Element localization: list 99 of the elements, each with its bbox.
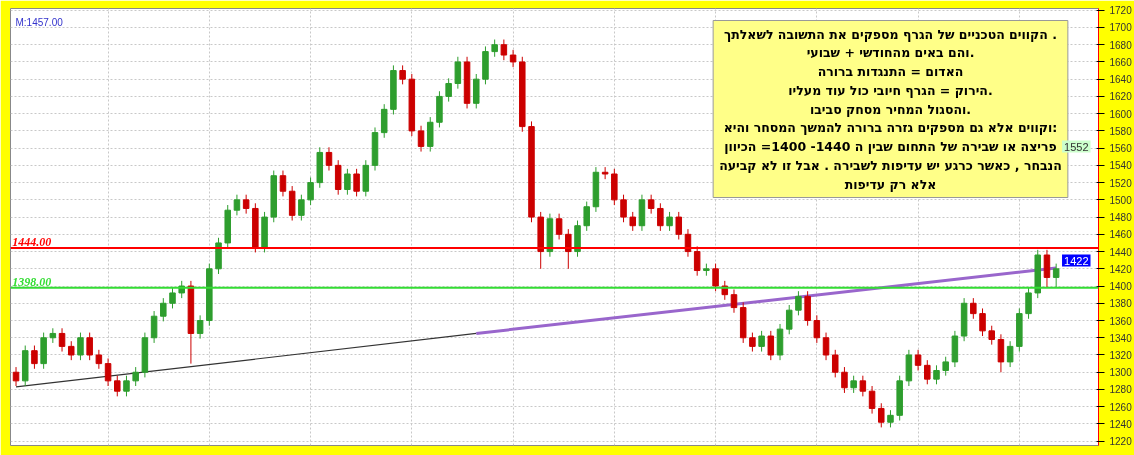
y-tick-label: 1660 bbox=[1109, 56, 1133, 68]
candlestick bbox=[730, 288, 738, 314]
candlestick bbox=[233, 194, 241, 216]
candlestick bbox=[509, 49, 517, 68]
candlestick bbox=[417, 125, 425, 153]
candlestick bbox=[629, 211, 636, 232]
candlestick bbox=[822, 332, 830, 361]
y-tick-label: 1460 bbox=[1109, 229, 1133, 241]
candlestick bbox=[675, 211, 683, 240]
candlestick bbox=[942, 356, 949, 377]
candlestick bbox=[380, 103, 388, 139]
candlestick bbox=[583, 201, 590, 232]
candlestick bbox=[169, 287, 176, 309]
y-tick-label: 1260 bbox=[1109, 401, 1133, 413]
candlestick bbox=[1043, 249, 1051, 289]
y-tick-label: 1400 bbox=[1109, 281, 1133, 293]
candlestick bbox=[114, 375, 121, 397]
y-tick-label: 1440 bbox=[1109, 246, 1133, 258]
candlestick bbox=[841, 366, 848, 394]
y-tick-label: 1480 bbox=[1109, 212, 1133, 224]
candlestick bbox=[914, 349, 922, 372]
y-tick-label: 1360 bbox=[1109, 315, 1133, 327]
y-tick-label: 1500 bbox=[1109, 194, 1133, 206]
y-tick-label: 1520 bbox=[1109, 177, 1133, 189]
annotation: M:1457.00 bbox=[15, 16, 64, 28]
candlestick bbox=[859, 375, 867, 397]
candlestick bbox=[657, 202, 664, 232]
ref-line-label: 1444.00 bbox=[12, 235, 52, 250]
y-tick-label: 1700 bbox=[1109, 22, 1133, 34]
y-tick-label: 1300 bbox=[1109, 367, 1133, 379]
candlestick bbox=[344, 168, 351, 196]
candlestick bbox=[1025, 287, 1032, 320]
candlestick bbox=[970, 297, 977, 320]
candlestick bbox=[12, 366, 20, 387]
y-tick-label: 1540 bbox=[1109, 160, 1133, 172]
candlestick bbox=[500, 39, 508, 61]
ref-line-label: 1398.00 bbox=[12, 274, 52, 289]
y-tick-label: 1680 bbox=[1109, 39, 1133, 51]
candlestick bbox=[399, 64, 406, 85]
candlestick bbox=[924, 359, 931, 385]
candlestick bbox=[813, 314, 821, 344]
candlestick bbox=[150, 310, 158, 344]
candlestick bbox=[647, 194, 655, 215]
candlestick bbox=[979, 307, 986, 337]
candlestick bbox=[279, 170, 287, 197]
y-tick-label: 1640 bbox=[1109, 74, 1133, 86]
y-tick-label: 1320 bbox=[1109, 350, 1133, 361]
y-tick-label: 1220 bbox=[1109, 436, 1133, 448]
candlestick bbox=[95, 349, 103, 370]
candlestick bbox=[1006, 340, 1014, 368]
candlestick bbox=[795, 290, 802, 316]
candlestick bbox=[298, 194, 305, 222]
candlestick bbox=[31, 345, 38, 370]
candlestick bbox=[693, 245, 701, 277]
candlestick bbox=[454, 56, 462, 90]
candlestick bbox=[1052, 263, 1060, 289]
candlestick bbox=[58, 327, 66, 353]
candlestick bbox=[997, 333, 1005, 373]
candlestick bbox=[132, 366, 139, 387]
candlestick bbox=[785, 304, 793, 335]
y-tick-label: 1720 bbox=[1109, 5, 1133, 17]
candlestick bbox=[242, 194, 250, 215]
candlestick bbox=[831, 349, 839, 378]
candlestick bbox=[868, 385, 876, 415]
candlestick bbox=[565, 228, 572, 270]
candlestick bbox=[555, 213, 563, 240]
candlestick bbox=[67, 340, 75, 361]
candlestick bbox=[307, 176, 314, 206]
candlestick bbox=[353, 168, 360, 197]
text: הקווים הטכניים של הגרף מספקים את התשובה לשאלתך . והם באים מהחודשי + שבועי. האדום = התנגדות ברורה הירוק = הגרף חיובי כול עוד מעליו. והסגול המחיר מסחק סביבו. וקווים אלא גם מספקים גזרה ברורה להמשך המסחר והיא: פריצה או שבירה של התחום שבין ה 1440- 1400= הכיוון הנבחר , כאשר כרגע יש עדיפות לשבירה . אבל זו לא קביעה אלא רק עדיפות bbox=[719, 26, 1062, 192]
y-tick-label: 1560 bbox=[1109, 143, 1133, 155]
candlestick bbox=[445, 77, 452, 103]
candlestick bbox=[988, 325, 995, 346]
candlestick bbox=[749, 332, 756, 353]
y-tick-label: 1340 bbox=[1109, 332, 1133, 344]
y-tick-label: 1620 bbox=[1109, 91, 1133, 103]
candlestick bbox=[933, 364, 940, 385]
text: 1422 bbox=[1064, 254, 1089, 267]
candlestick bbox=[666, 211, 673, 232]
candlestick bbox=[86, 332, 93, 361]
candlestick bbox=[196, 314, 204, 340]
y-tick-label: 1240 bbox=[1109, 418, 1133, 430]
text: 1552 bbox=[1064, 140, 1089, 153]
candlestick bbox=[160, 297, 167, 322]
candlestick bbox=[878, 402, 885, 428]
candlestick bbox=[601, 166, 609, 180]
candlestick bbox=[758, 330, 765, 353]
y-tick-label: 1380 bbox=[1109, 298, 1133, 310]
candlestick bbox=[620, 194, 627, 223]
candlestick bbox=[325, 146, 333, 172]
candlestick bbox=[77, 332, 84, 361]
candlestick bbox=[767, 330, 775, 361]
y-tick-label: 1280 bbox=[1109, 384, 1133, 396]
y-tick-label: 1580 bbox=[1109, 125, 1133, 137]
candlestick bbox=[712, 263, 719, 292]
candlestick bbox=[123, 375, 130, 397]
y-tick-label: 1420 bbox=[1109, 263, 1133, 275]
candlestick bbox=[104, 357, 112, 387]
y-tick-label: 1600 bbox=[1109, 108, 1133, 120]
